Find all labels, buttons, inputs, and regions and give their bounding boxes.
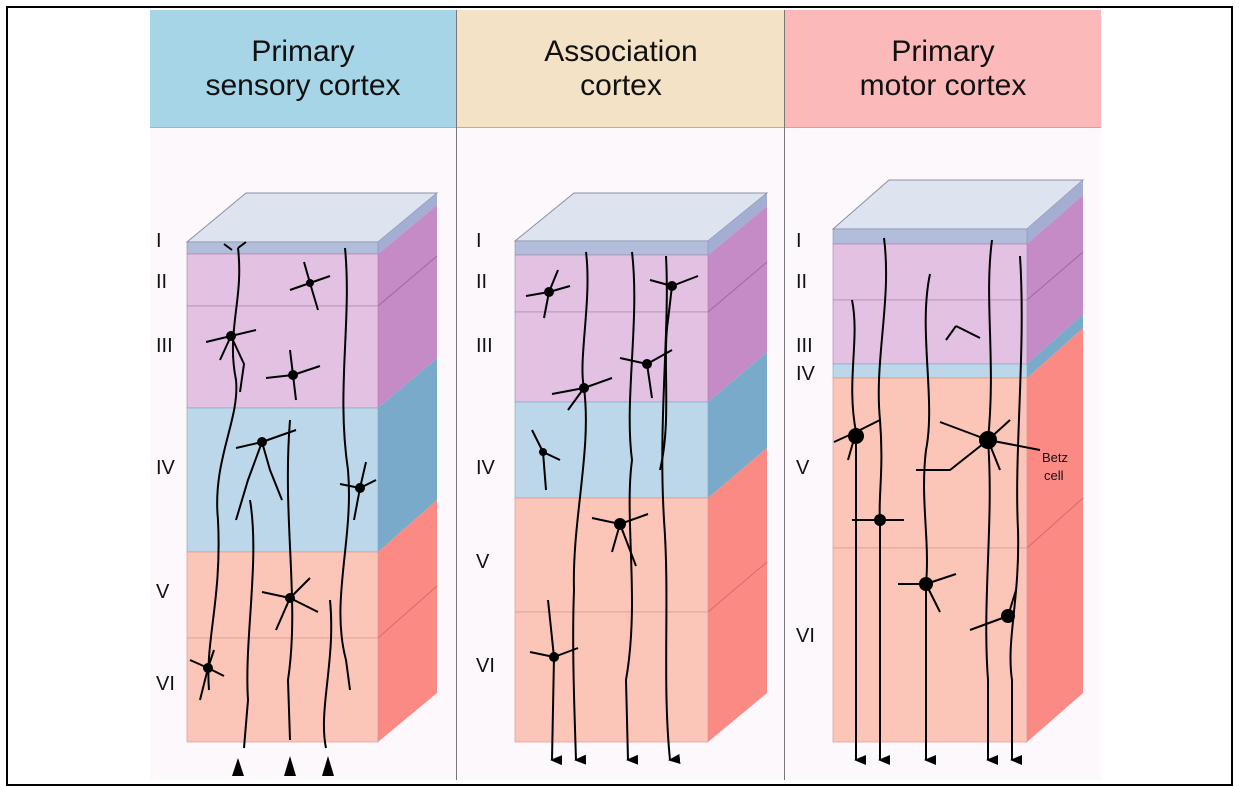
panel-title-line2: motor cortex — [859, 68, 1027, 102]
layer-label: IV — [476, 457, 496, 479]
panel-header: Primary sensory cortex — [150, 10, 456, 128]
side-face-layer-V-VI — [378, 500, 437, 742]
motor-cortex-block — [831, 179, 1085, 765]
side-face-layer-I — [378, 193, 437, 254]
layer-VI-band — [514, 611, 709, 743]
side-face-layer-IV — [1027, 314, 1083, 378]
layer-II-band — [186, 253, 379, 307]
layer-label: II — [476, 271, 487, 293]
layer-VI-band — [186, 637, 379, 743]
sensory-cell-bodies — [203, 279, 365, 673]
layer-I-band — [832, 228, 1028, 245]
layer-VI-band — [832, 547, 1028, 743]
layer-label: II — [796, 271, 807, 293]
betz-label-line2: cell — [1044, 468, 1064, 483]
layer-label: III — [796, 335, 813, 357]
layer-I-band — [514, 240, 709, 256]
layer-V-band — [514, 497, 709, 613]
layer-label: VI — [796, 625, 815, 647]
side-face-layer-V-VI — [1027, 328, 1083, 742]
panel-title-line2: sensory cortex — [205, 68, 401, 102]
layer-IV-band — [514, 401, 709, 499]
association-cortex-block — [513, 192, 769, 760]
sensory-layer-labels: I II III IV V VI — [156, 230, 176, 695]
layer-label: IV — [796, 363, 816, 385]
layer-label: I — [156, 230, 162, 252]
layer-label: II — [156, 271, 167, 293]
association-neurons — [525, 251, 699, 760]
side-face-layer-II-III — [1027, 195, 1083, 364]
side-face-layer-II-III — [708, 206, 767, 402]
sensory-neurons — [189, 241, 377, 749]
layer-II-band — [832, 243, 1028, 301]
layer-label: VI — [476, 655, 495, 677]
association-layer-labels: I II III IV V VI — [476, 230, 496, 677]
layer-III-band — [514, 311, 709, 403]
layer-label: I — [476, 230, 482, 252]
layer-III-band — [832, 299, 1028, 365]
panel-header: Primary motor cortex — [785, 10, 1101, 128]
layer-I-band — [186, 241, 379, 255]
afferent-arrows — [232, 756, 334, 776]
layer-label: V — [476, 551, 490, 573]
side-face-layer-II-III — [378, 205, 437, 408]
panel-title-line1: Primary — [251, 34, 355, 68]
side-face-layer-V-VI — [708, 448, 767, 742]
layer-IV-band — [832, 363, 1028, 379]
layer-label: V — [156, 581, 170, 603]
panel-header: Association cortex — [457, 10, 785, 128]
layer-label: IV — [156, 457, 176, 479]
side-face-layer-I — [708, 193, 767, 255]
side-face-layer-I — [1027, 180, 1083, 244]
motor-cell-bodies — [848, 428, 1015, 623]
side-face-layer-IV — [378, 358, 437, 552]
layer-label: III — [476, 335, 493, 357]
betz-label-line1: Betz — [1042, 450, 1068, 465]
motor-layer-labels: I II III IV V VI — [796, 230, 816, 647]
layer-III-band — [186, 305, 379, 409]
layer-label: VI — [156, 673, 175, 695]
side-face-layer-IV — [708, 352, 767, 498]
layer-label: V — [796, 457, 810, 479]
betz-cell-label: Betz cell — [1042, 450, 1068, 483]
sensory-cortex-block — [185, 192, 439, 776]
layer-label: I — [796, 230, 802, 252]
panel-title-line2: cortex — [580, 68, 662, 102]
panel-title-line1: Association — [544, 34, 698, 68]
panel-title-line1: Primary — [891, 34, 995, 68]
layer-label: III — [156, 335, 173, 357]
association-cell-bodies — [539, 281, 677, 662]
